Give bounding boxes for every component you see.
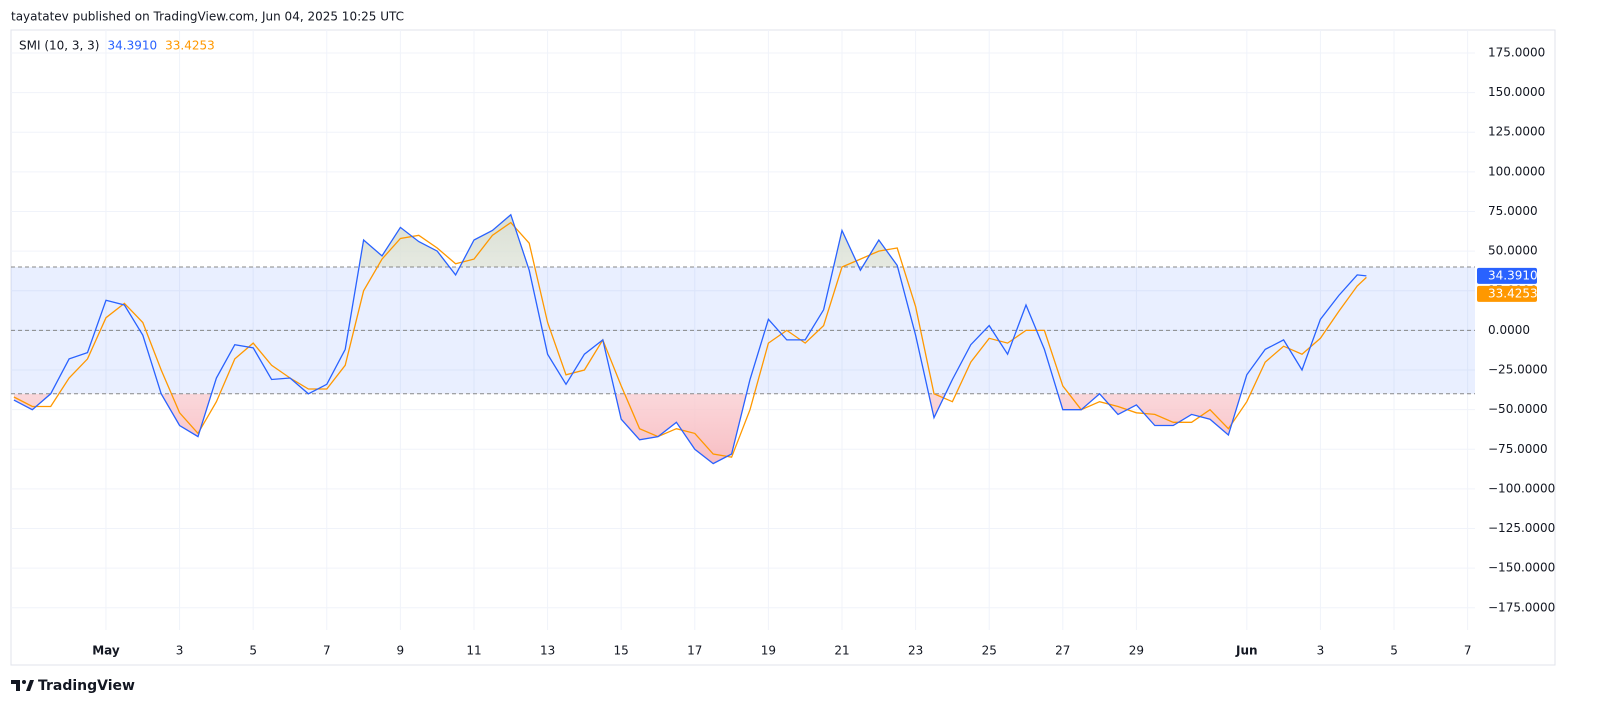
x-tick-label: 23: [908, 644, 923, 658]
y-tick-label: −125.0000: [1488, 521, 1555, 535]
oversold-fill: [13, 393, 1367, 464]
y-tick-label: −25.0000: [1488, 363, 1548, 377]
y-tick-label: −50.0000: [1488, 402, 1548, 416]
y-tick-label: 75.0000: [1488, 204, 1538, 218]
price-label: 34.3910: [1488, 268, 1538, 282]
legend-value: 34.3910: [107, 39, 157, 53]
y-tick-label: −150.0000: [1488, 561, 1555, 575]
y-tick-label: −75.0000: [1488, 442, 1548, 456]
y-tick-label: 150.0000: [1488, 85, 1545, 99]
x-tick-label: 21: [834, 644, 849, 658]
x-tick-label: 19: [761, 644, 776, 658]
x-tick-label: 3: [1317, 644, 1325, 658]
x-tick-label: Jun: [1235, 644, 1258, 658]
smi-line: [13, 221, 1367, 458]
x-tick-label: 11: [466, 644, 481, 658]
x-tick-label: 7: [1464, 644, 1472, 658]
y-tick-label: 0.0000: [1488, 323, 1530, 337]
price-label-bg: [1477, 267, 1537, 284]
x-tick-label: 7: [323, 644, 331, 658]
y-tick-label: −175.0000: [1488, 600, 1555, 614]
header: tayatatev published on TradingView.com, …: [11, 10, 404, 24]
y-tick-label: 100.0000: [1488, 164, 1545, 178]
price-label: 33.4253: [1488, 286, 1538, 300]
x-tick-label: 5: [249, 644, 257, 658]
legend-value: 33.4253: [165, 39, 215, 53]
x-tick-label: 29: [1129, 644, 1144, 658]
x-tick-label: 9: [397, 644, 405, 658]
footer-logo: [11, 680, 34, 691]
y-tick-label: 50.0000: [1488, 244, 1538, 258]
footer-brand: TradingView: [38, 678, 135, 694]
frame: [10, 29, 1556, 666]
y-tick-label: −100.0000: [1488, 481, 1555, 495]
y-tick-label: 175.0000: [1488, 45, 1545, 59]
legend-title: SMI (10, 3, 3): [19, 39, 99, 53]
y-tick-label: 125.0000: [1488, 125, 1545, 139]
x-tick-label: May: [92, 644, 120, 658]
x-tick-label: 5: [1390, 644, 1398, 658]
x-tick-label: 25: [982, 644, 997, 658]
x-tick-label: 17: [687, 644, 702, 658]
price-label-bg: [1477, 285, 1537, 302]
x-tick-label: 13: [540, 644, 555, 658]
x-tick-label: 3: [176, 644, 184, 658]
x-tick-label: 15: [614, 644, 629, 658]
x-tick-label: 27: [1055, 644, 1070, 658]
smi-line: [13, 213, 1367, 465]
